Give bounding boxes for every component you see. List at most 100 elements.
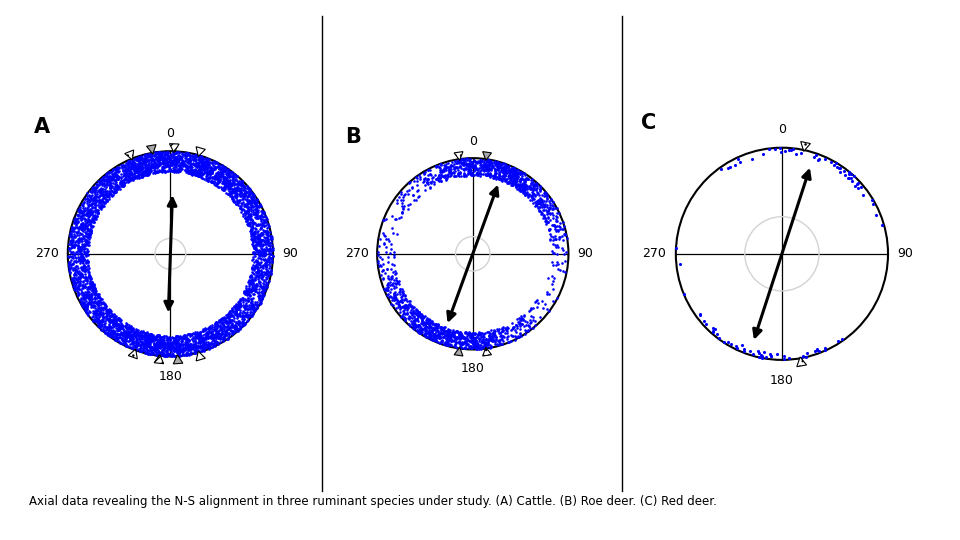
Point bbox=[225, 179, 240, 187]
Point bbox=[250, 235, 265, 244]
Point bbox=[416, 312, 431, 320]
Point bbox=[189, 328, 204, 336]
Point bbox=[214, 327, 229, 335]
Point bbox=[241, 221, 256, 230]
Point bbox=[183, 330, 199, 339]
Point bbox=[207, 319, 223, 328]
Point bbox=[855, 191, 871, 199]
Point bbox=[106, 176, 121, 185]
Point bbox=[68, 216, 84, 225]
Point bbox=[108, 318, 124, 327]
Point bbox=[255, 235, 271, 244]
Point bbox=[84, 221, 100, 230]
Point bbox=[125, 160, 140, 168]
Point bbox=[252, 269, 268, 278]
Point bbox=[492, 339, 508, 348]
Point bbox=[525, 185, 540, 194]
Point bbox=[220, 334, 235, 343]
Point bbox=[89, 307, 105, 315]
Point bbox=[167, 156, 182, 165]
Point bbox=[130, 164, 145, 172]
Point bbox=[69, 228, 84, 237]
Point bbox=[170, 167, 185, 176]
Point bbox=[122, 177, 137, 185]
Point bbox=[193, 171, 208, 179]
Point bbox=[483, 342, 498, 350]
Point bbox=[237, 211, 252, 219]
Point bbox=[503, 176, 518, 184]
Point bbox=[434, 172, 449, 180]
Point bbox=[506, 323, 521, 332]
Point bbox=[137, 339, 153, 348]
Point bbox=[203, 333, 218, 341]
Point bbox=[448, 343, 464, 352]
Point bbox=[181, 151, 197, 159]
Point bbox=[80, 245, 95, 253]
Point bbox=[477, 335, 492, 344]
Point bbox=[208, 180, 224, 189]
Point bbox=[68, 231, 84, 240]
Point bbox=[214, 325, 229, 333]
Point bbox=[413, 312, 428, 320]
Point bbox=[114, 323, 130, 332]
Point bbox=[121, 166, 136, 174]
Point bbox=[249, 302, 264, 310]
Point bbox=[218, 328, 233, 336]
Point bbox=[441, 327, 456, 336]
Point bbox=[228, 185, 244, 193]
Point bbox=[85, 284, 101, 293]
Point bbox=[255, 261, 271, 269]
Point bbox=[544, 280, 560, 288]
Point bbox=[242, 280, 257, 288]
Point bbox=[247, 272, 262, 281]
Point bbox=[214, 168, 229, 177]
Point bbox=[503, 167, 518, 176]
Point bbox=[386, 294, 401, 303]
Point bbox=[214, 178, 229, 187]
Point bbox=[510, 323, 525, 332]
Point bbox=[416, 313, 431, 321]
Point bbox=[489, 166, 504, 174]
Point bbox=[238, 188, 253, 197]
Point bbox=[416, 169, 431, 178]
Point bbox=[471, 158, 487, 166]
Point bbox=[472, 343, 488, 352]
Point bbox=[97, 322, 112, 331]
Point bbox=[248, 243, 263, 252]
Point bbox=[100, 187, 115, 196]
Point bbox=[249, 261, 264, 270]
Point bbox=[511, 181, 526, 190]
Point bbox=[498, 326, 514, 334]
Point bbox=[128, 327, 143, 336]
Point bbox=[68, 262, 84, 271]
Point bbox=[179, 341, 194, 350]
Point bbox=[479, 169, 494, 178]
Point bbox=[224, 180, 239, 189]
Point bbox=[150, 331, 165, 340]
Point bbox=[86, 193, 102, 201]
Point bbox=[139, 332, 155, 340]
Point bbox=[154, 167, 169, 176]
Point bbox=[482, 334, 497, 342]
Point bbox=[426, 330, 442, 339]
Point bbox=[174, 165, 189, 173]
Point bbox=[199, 164, 214, 172]
Point bbox=[264, 232, 279, 240]
Point bbox=[180, 350, 196, 359]
Point bbox=[190, 334, 205, 342]
Point bbox=[226, 175, 241, 184]
Point bbox=[417, 320, 432, 328]
Point bbox=[155, 337, 170, 346]
Point bbox=[394, 207, 409, 216]
Point bbox=[446, 171, 462, 180]
Point bbox=[197, 330, 212, 339]
Point bbox=[88, 198, 104, 206]
Point bbox=[154, 166, 169, 175]
Point bbox=[226, 177, 241, 186]
Point bbox=[94, 191, 109, 200]
Point bbox=[252, 246, 268, 255]
Point bbox=[397, 316, 413, 325]
Point bbox=[421, 321, 437, 330]
Point bbox=[89, 211, 105, 220]
Point bbox=[91, 186, 107, 195]
